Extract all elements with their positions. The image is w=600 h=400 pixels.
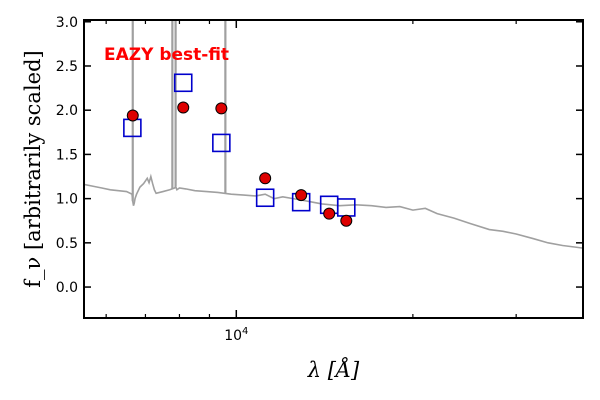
y-tick-label: 0.0 xyxy=(56,280,78,296)
observed-photometry-point xyxy=(295,189,308,202)
y-tick-label: 0.5 xyxy=(56,236,78,252)
x-tick-label: 104 xyxy=(224,326,248,344)
annotation-label: EAZY best-fit xyxy=(104,45,229,65)
axis-ticks: 0.0 0.5 1.0 1.5 2.0 2.5 3.0 104 xyxy=(56,15,583,344)
observed-photometry-point xyxy=(177,101,190,114)
y-tick-label: 2.0 xyxy=(56,103,78,119)
y-axis-label: f_ν [arbitrarily scaled] xyxy=(21,50,45,287)
template-spectrum-line xyxy=(84,173,583,249)
model-photometry-square xyxy=(255,188,275,208)
plot-content xyxy=(84,20,583,249)
plot-frame xyxy=(83,19,584,319)
observed-photometry-point xyxy=(215,102,228,115)
x-axis-label: λ [Å] xyxy=(307,357,360,382)
model-photometry-square xyxy=(336,198,356,217)
observed-photometry-point xyxy=(323,207,336,220)
y-tick-label: 1.0 xyxy=(56,192,78,208)
observed-photometry-point xyxy=(259,172,272,185)
y-tick-label: 1.5 xyxy=(56,147,78,163)
observed-photometry-point xyxy=(340,214,353,227)
y-tick-label: 2.5 xyxy=(56,59,78,75)
model-photometry-square xyxy=(212,133,231,153)
observed-photometry-point xyxy=(126,109,139,122)
model-photometry-square xyxy=(173,73,193,93)
y-tick-label: 3.0 xyxy=(56,15,78,31)
